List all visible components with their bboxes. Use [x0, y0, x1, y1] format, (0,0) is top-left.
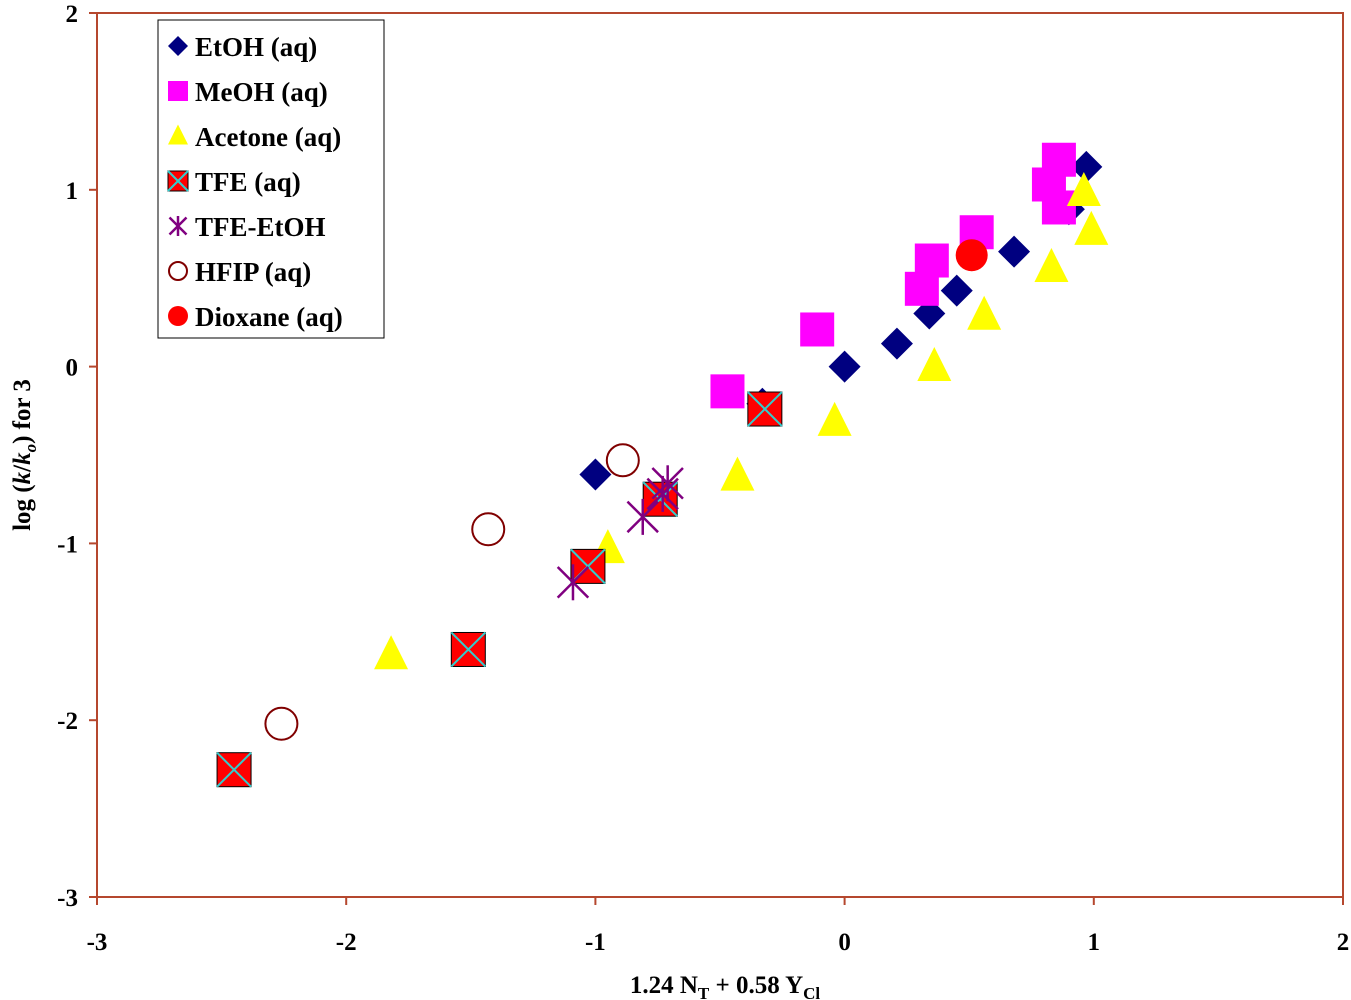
data-point	[998, 235, 1031, 268]
y-tick-label: 0	[66, 355, 79, 382]
data-point	[374, 635, 409, 670]
data-point	[1066, 172, 1101, 207]
legend-markers	[167, 36, 189, 326]
data-point	[817, 401, 852, 436]
y-tick-label: -1	[57, 531, 78, 558]
legend-label-etoh: EtOH (aq)	[195, 32, 317, 62]
data-point	[651, 465, 684, 502]
legend-marker	[168, 306, 188, 326]
x-label-sub-1: T	[698, 984, 710, 1000]
data-point	[450, 631, 487, 668]
legend-label-meoh: MeOH (aq)	[195, 77, 328, 107]
x-label-part-1: 1.24 N	[630, 972, 698, 999]
data-point	[904, 271, 939, 306]
series-tfe-etoh	[556, 465, 684, 601]
legend-label-tfe: TFE (aq)	[195, 167, 301, 197]
axis-ticks: -3 -2 -1 0 1 2 -3 -2 -1 0 1 2	[57, 1, 1349, 956]
y-label-ko-sub: o	[21, 444, 40, 453]
legend: EtOH (aq) MeOH (aq) Acetone (aq) TFE (aq…	[157, 19, 385, 339]
y-label-pre: log (	[9, 484, 36, 531]
data-point	[940, 274, 973, 307]
y-label-ko: k	[9, 452, 36, 465]
data-point	[1074, 210, 1109, 245]
data-point	[264, 706, 299, 741]
y-label-post: ) for 3	[9, 379, 36, 444]
x-tick-label: 1	[1088, 929, 1101, 956]
legend-label-tfe-etoh: TFE-EtOH	[195, 212, 326, 242]
legend-marker	[168, 81, 188, 101]
data-point	[800, 312, 835, 347]
x-tick-label: -3	[87, 929, 108, 956]
legend-marker	[168, 216, 188, 236]
y-axis-label: log (k/ko) for 3	[9, 379, 40, 531]
legend-marker	[167, 170, 189, 192]
data-point	[1070, 150, 1103, 183]
x-label-sub-2: Cl	[803, 984, 820, 1000]
data-point	[828, 350, 861, 383]
legend-marker	[168, 36, 188, 56]
data-point	[605, 443, 640, 478]
data-point	[556, 564, 590, 601]
data-points	[216, 142, 1109, 788]
data-point	[917, 347, 952, 382]
x-axis-label: 1.24 NT + 0.58 YCl	[630, 972, 821, 1000]
y-tick-label: -2	[57, 708, 78, 735]
data-point	[967, 295, 1002, 330]
series-dioxane-aq	[955, 239, 988, 272]
x-tick-label: -1	[585, 929, 606, 956]
x-tick-label: -2	[336, 929, 357, 956]
legend-marker	[168, 261, 188, 281]
data-point	[646, 475, 679, 512]
y-tick-label: 2	[66, 1, 79, 28]
data-point	[1034, 248, 1069, 283]
data-point	[720, 456, 755, 491]
x-tick-label: 0	[838, 929, 851, 956]
legend-label-acetone: Acetone (aq)	[195, 122, 341, 152]
data-point	[626, 498, 659, 535]
y-label-k: k	[9, 471, 36, 484]
legend-label-hfip: HFIP (aq)	[195, 257, 311, 287]
legend-label-dioxane: Dioxane (aq)	[195, 302, 343, 332]
data-point	[216, 751, 252, 788]
data-point	[955, 239, 988, 272]
data-point	[579, 458, 612, 491]
legend-marker	[168, 124, 188, 145]
data-point	[747, 391, 783, 427]
y-tick-label: -3	[57, 885, 78, 912]
y-tick-label: 1	[66, 178, 79, 205]
x-label-part-2: + 0.58 Y	[709, 972, 803, 999]
x-tick-label: 2	[1337, 929, 1350, 956]
y-label-slash: /	[9, 464, 36, 473]
legend-box	[157, 19, 385, 339]
data-point	[1041, 190, 1076, 225]
data-point	[471, 512, 506, 547]
data-point	[880, 327, 913, 360]
data-point	[710, 374, 745, 409]
series-hfip-aq	[264, 443, 640, 741]
